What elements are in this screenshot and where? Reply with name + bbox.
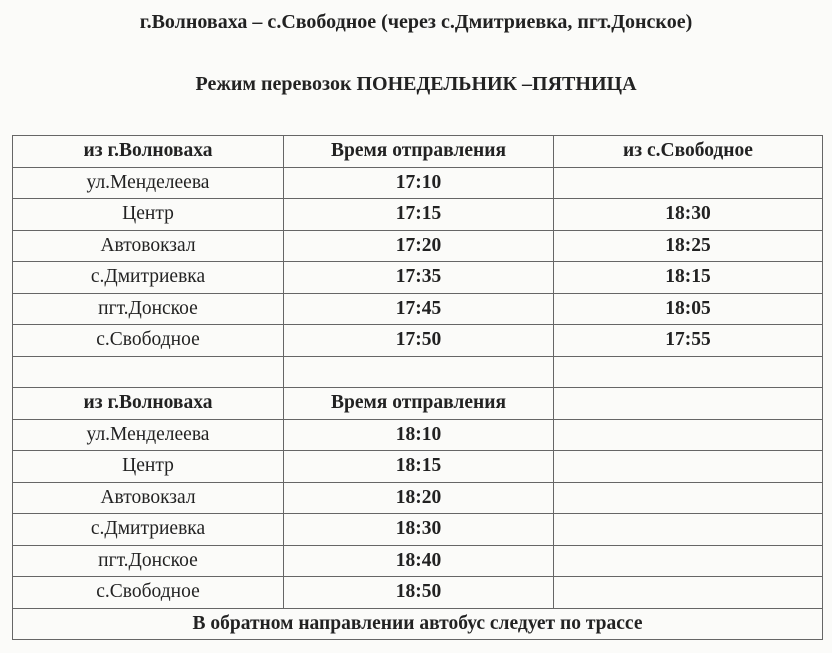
table-row: Центр 18:15 — [12, 450, 823, 483]
departure-time: 18:30 — [283, 513, 554, 546]
table-row: Центр 17:15 18:30 — [12, 198, 823, 231]
stop-name: с.Дмитриевка — [12, 513, 284, 546]
table-row: пгт.Донское 18:40 — [12, 544, 823, 577]
empty-cell — [553, 418, 823, 451]
header-departure-time: Время отправления — [283, 387, 554, 420]
departure-time: 17:10 — [283, 166, 554, 199]
empty-cell — [553, 544, 823, 577]
stop-name: пгт.Донское — [12, 544, 284, 577]
departure-time: 18:50 — [283, 576, 554, 609]
stop-name: с.Дмитриевка — [12, 261, 284, 294]
return-time — [553, 166, 823, 199]
header-from-volnovakha: из г.Волноваха — [12, 387, 284, 420]
schedule-mode: Режим перевозок ПОНЕДЕЛЬНИК –ПЯТНИЦА — [195, 73, 637, 95]
header-from-volnovakha: из г.Волноваха — [12, 135, 284, 168]
stop-name: Автовокзал — [12, 229, 284, 262]
departure-time: 18:15 — [283, 450, 554, 483]
table-header-row: из г.Волноваха Время отправления — [12, 387, 823, 420]
route-title: г.Волноваха – с.Свободное (через с.Дмитр… — [139, 11, 693, 33]
table-row: с.Дмитриевка 18:30 — [12, 513, 823, 546]
table-row: с.Дмитриевка 17:35 18:15 — [12, 261, 823, 294]
empty-cell — [553, 355, 823, 388]
stop-name: ул.Менделеева — [12, 166, 284, 199]
empty-cell — [553, 387, 823, 420]
empty-cell — [553, 576, 823, 609]
timetable: из г.Волноваха Время отправления из с.Св… — [12, 135, 823, 640]
table-header-row: из г.Волноваха Время отправления из с.Св… — [12, 135, 823, 168]
departure-time: 18:40 — [283, 544, 554, 577]
table-row: ул.Менделеева 18:10 — [12, 418, 823, 451]
empty-cell — [553, 481, 823, 514]
departure-time: 18:10 — [283, 418, 554, 451]
footer-row: В обратном направлении автобус следует п… — [12, 607, 823, 640]
stop-name: Центр — [12, 450, 284, 483]
stop-name: ул.Менделеева — [12, 418, 284, 451]
return-time: 18:30 — [553, 198, 823, 231]
empty-cell — [12, 355, 284, 388]
empty-row — [12, 355, 823, 388]
departure-time: 17:35 — [283, 261, 554, 294]
stop-name: Центр — [12, 198, 284, 231]
departure-time: 17:45 — [283, 292, 554, 325]
table-row: с.Свободное 17:50 17:55 — [12, 324, 823, 357]
empty-cell — [283, 355, 554, 388]
table-row: пгт.Донское 17:45 18:05 — [12, 292, 823, 325]
departure-time: 18:20 — [283, 481, 554, 514]
return-time: 18:15 — [553, 261, 823, 294]
departure-time: 17:20 — [283, 229, 554, 262]
table-row: Автовокзал 17:20 18:25 — [12, 229, 823, 262]
empty-cell — [553, 450, 823, 483]
departure-time: 17:15 — [283, 198, 554, 231]
stop-name: с.Свободное — [12, 324, 284, 357]
header-departure-time: Время отправления — [283, 135, 554, 168]
return-time: 18:25 — [553, 229, 823, 262]
stop-name: Автовокзал — [12, 481, 284, 514]
return-time: 18:05 — [553, 292, 823, 325]
empty-cell — [553, 513, 823, 546]
table-row: с.Свободное 18:50 — [12, 576, 823, 609]
table-row: Автовокзал 18:20 — [12, 481, 823, 514]
stop-name: пгт.Донское — [12, 292, 284, 325]
stop-name: с.Свободное — [12, 576, 284, 609]
return-time: 17:55 — [553, 324, 823, 357]
header-from-svobodnoe: из с.Свободное — [553, 135, 823, 168]
table-row: ул.Менделеева 17:10 — [12, 166, 823, 199]
footer-note: В обратном направлении автобус следует п… — [12, 607, 823, 640]
departure-time: 17:50 — [283, 324, 554, 357]
